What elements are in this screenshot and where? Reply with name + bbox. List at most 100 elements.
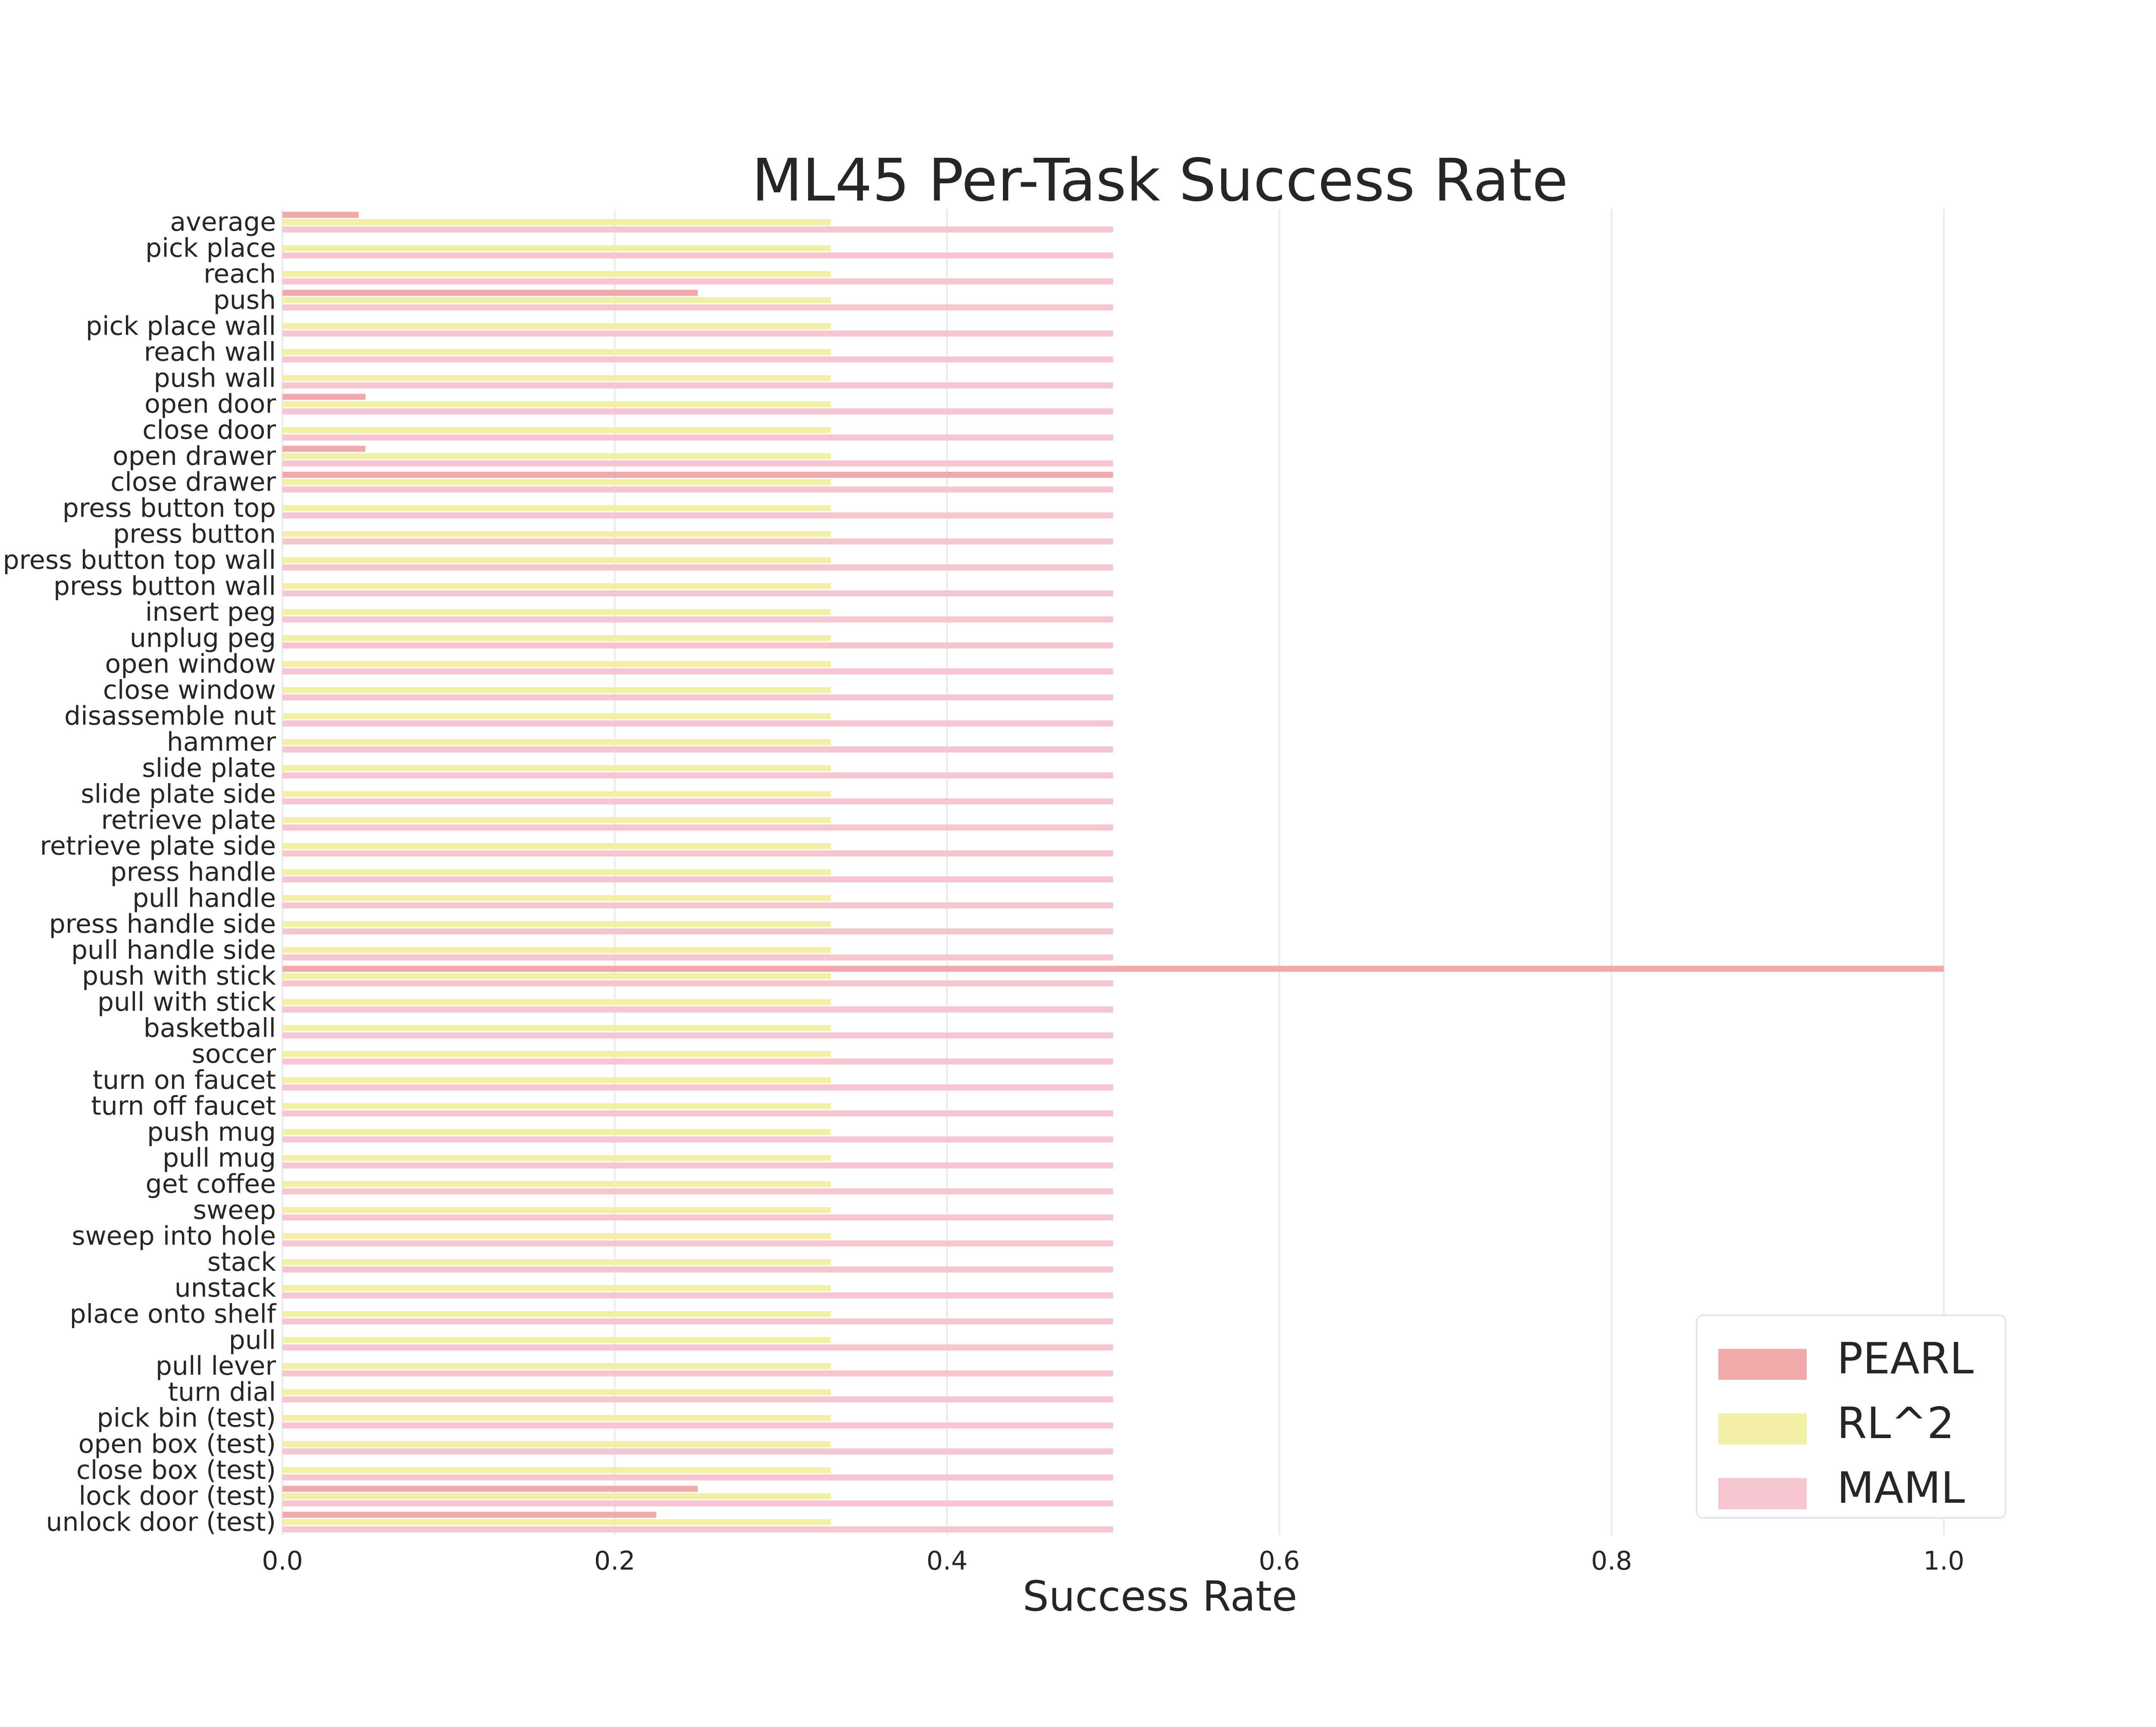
bar-pearl	[282, 445, 366, 452]
y-tick-label: unplug peg	[130, 623, 276, 653]
y-tick-label: soccer	[191, 1039, 276, 1069]
legend-swatch	[1718, 1349, 1807, 1380]
bars	[282, 212, 1944, 1533]
bar-maml	[282, 278, 1113, 285]
y-tick-label: push wall	[154, 363, 276, 393]
bar-maml	[282, 226, 1113, 233]
y-tick-label: close drawer	[110, 467, 276, 497]
bar-maml	[282, 1474, 1113, 1481]
bar-rl-2	[282, 1415, 831, 1421]
bar-maml	[282, 1006, 1113, 1012]
bar-maml	[282, 356, 1113, 363]
y-tick-label: pick place wall	[86, 311, 276, 341]
bar-rl-2	[282, 609, 831, 615]
y-tick-label: press button top	[63, 493, 276, 523]
bar-rl-2	[282, 1233, 831, 1239]
y-tick-label: turn dial	[168, 1377, 276, 1407]
bar-maml	[282, 1084, 1113, 1091]
y-tick-label: turn on faucet	[93, 1065, 276, 1095]
y-tick-label: pull	[229, 1325, 276, 1355]
legend-label: PEARL	[1837, 1333, 1974, 1384]
bar-rl-2	[282, 635, 831, 641]
bar-rl-2	[282, 947, 831, 953]
bar-rl-2	[282, 1441, 831, 1447]
y-tick-label: slide plate side	[81, 779, 276, 809]
x-axis-label: Success Rate	[1022, 1572, 1297, 1620]
bar-maml	[282, 564, 1113, 570]
y-tick-label: basketball	[144, 1013, 276, 1043]
bar-rl-2	[282, 557, 831, 563]
bar-rl-2	[282, 921, 831, 928]
y-tick-label: hammer	[167, 727, 276, 757]
y-tick-label: sweep into hole	[72, 1221, 276, 1251]
bar-maml	[282, 720, 1113, 727]
y-tick-label: retrieve plate side	[40, 831, 276, 861]
bar-rl-2	[282, 661, 831, 668]
y-tick-label: close window	[103, 675, 276, 705]
bar-maml	[282, 538, 1113, 545]
y-tick-label: press button top wall	[3, 545, 276, 575]
bar-rl-2	[282, 1207, 831, 1213]
bar-pearl	[282, 1511, 656, 1518]
bar-rl-2	[282, 531, 831, 537]
y-tick-label: open drawer	[113, 441, 276, 471]
bar-rl-2	[282, 297, 831, 304]
bar-rl-2	[282, 1025, 831, 1031]
y-tick-label: place onto shelf	[69, 1299, 276, 1329]
bar-maml	[282, 668, 1113, 675]
bar-rl-2	[282, 219, 831, 226]
bar-rl-2	[282, 453, 831, 459]
bar-rl-2	[282, 1519, 831, 1525]
legend-swatch	[1718, 1478, 1807, 1509]
bar-maml	[282, 1162, 1113, 1169]
bar-pearl	[282, 394, 366, 400]
y-tick-label: press handle	[110, 857, 276, 887]
bar-maml	[282, 252, 1113, 259]
bar-maml	[282, 772, 1113, 779]
bar-maml	[282, 1110, 1113, 1117]
bar-pearl	[282, 1486, 698, 1492]
x-tick-label: 1.0	[1923, 1546, 1964, 1576]
bar-maml	[282, 1266, 1113, 1273]
y-tick-label: press button wall	[53, 571, 276, 601]
legend-swatch	[1718, 1414, 1807, 1445]
bar-rl-2	[282, 245, 831, 251]
bar-maml	[282, 1448, 1113, 1454]
bar-maml	[282, 954, 1113, 961]
bar-rl-2	[282, 1181, 831, 1188]
bar-maml	[282, 746, 1113, 753]
bar-pearl	[282, 290, 698, 296]
legend-label: MAML	[1837, 1463, 1965, 1513]
y-tick-label: pick bin (test)	[97, 1403, 276, 1433]
bar-maml	[282, 1526, 1113, 1533]
bar-rl-2	[282, 427, 831, 433]
bar-rl-2	[282, 323, 831, 329]
bar-rl-2	[282, 1337, 831, 1343]
bar-rl-2	[282, 479, 831, 486]
y-tick-label: pull lever	[156, 1351, 276, 1381]
bar-maml	[282, 1292, 1113, 1299]
y-tick-label: average	[170, 207, 276, 237]
x-tick-label: 0.8	[1591, 1546, 1632, 1576]
bar-rl-2	[282, 1051, 831, 1057]
y-tick-label: press button	[113, 519, 276, 549]
bar-maml	[282, 1396, 1113, 1403]
legend: PEARL RL^2 MAML	[1696, 1314, 2006, 1519]
y-tick-label: close box (test)	[76, 1455, 276, 1485]
y-tick-label: insert peg	[145, 597, 276, 627]
y-tick-label: unlock door (test)	[46, 1507, 276, 1537]
bar-maml	[282, 876, 1113, 883]
bar-maml	[282, 902, 1113, 909]
bar-maml	[282, 1318, 1113, 1325]
bar-maml	[282, 382, 1113, 389]
bar-pearl	[282, 472, 1113, 478]
y-tick-label: pull with stick	[97, 987, 276, 1017]
y-tick-label: push mug	[147, 1117, 276, 1147]
y-tick-label: turn off faucet	[91, 1091, 276, 1121]
y-tick-label: pull mug	[163, 1143, 276, 1173]
x-tick-labels: 0.0 0.2 0.4 0.6 0.8 1.0	[262, 1546, 1964, 1576]
bar-rl-2	[282, 1363, 831, 1370]
bar-rl-2	[282, 687, 831, 693]
y-tick-label: open window	[105, 649, 276, 679]
